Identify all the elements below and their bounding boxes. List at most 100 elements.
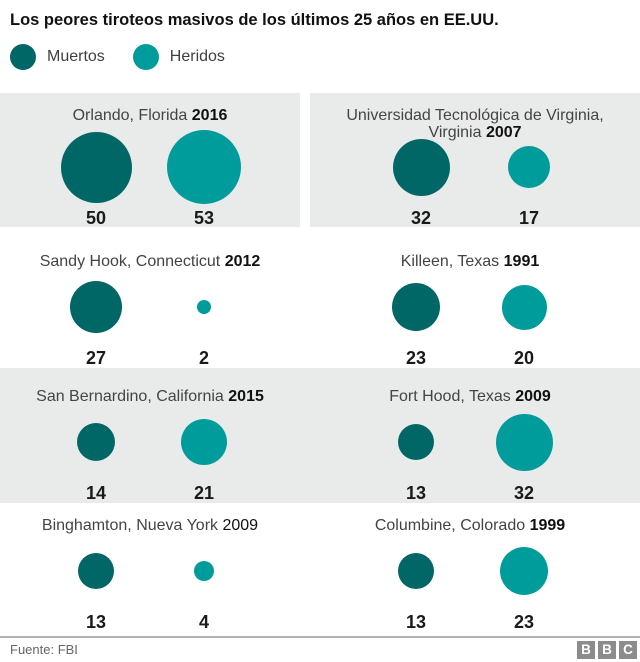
chart-row-4: Binghamton, Nueva York 2009 13 4 Columbi…: [0, 503, 640, 636]
muertos-value: 14: [85, 483, 107, 503]
event-location: Orlando, Florida: [72, 107, 188, 124]
event-title: San Bernardino, California 2015: [0, 368, 300, 405]
muertos-circle: [77, 423, 115, 461]
heridos-group: 4: [150, 535, 258, 633]
heridos-circle: [495, 413, 553, 471]
event-panel-columbine: Columbine, Colorado 1999 13 23: [300, 503, 640, 636]
event-year: 2012: [224, 253, 261, 270]
event-year: 2009: [515, 388, 551, 405]
event-title: Killeen, Texas 1991: [300, 227, 640, 270]
heridos-value: 2: [198, 348, 209, 368]
source-label: Fuente: FBI: [10, 642, 78, 657]
event-year: 1999: [529, 517, 566, 534]
heridos-circle: [501, 284, 547, 330]
event-location: Binghamton, Nueva York: [41, 517, 219, 534]
event-location: San Bernardino, California: [36, 388, 224, 405]
heridos-group: 2: [150, 271, 258, 369]
legend: Muertos Heridos: [10, 44, 640, 70]
heridos-value: 4: [198, 612, 209, 632]
event-location: Fort Hood, Texas: [389, 388, 511, 405]
heridos-group: 20: [470, 271, 578, 369]
bubble-group: 13 4: [0, 535, 300, 633]
heridos-circle: [500, 547, 548, 595]
event-title: Orlando, Florida 2016: [0, 93, 300, 124]
heridos-group: 23: [470, 535, 578, 633]
muertos-circle: [70, 281, 122, 333]
muertos-circle: [398, 553, 434, 589]
muertos-circle: [392, 138, 450, 196]
event-title: Sandy Hook, Connecticut 2012: [0, 227, 300, 270]
muertos-value: 32: [410, 208, 432, 228]
event-location: Killeen, Texas: [400, 253, 500, 270]
muertos-swatch-icon: [10, 44, 36, 70]
muertos-value: 13: [85, 612, 107, 632]
muertos-group: 13: [42, 535, 150, 633]
muertos-circle: [398, 424, 434, 460]
bubble-group: 27 2: [0, 271, 300, 369]
muertos-value: 13: [405, 483, 427, 503]
heridos-group: 53: [150, 130, 258, 229]
muertos-circle: [60, 131, 132, 203]
muertos-circle: [78, 553, 114, 589]
heridos-value: 32: [513, 483, 535, 503]
event-title: Universidad Tecnológica de Virginia, Vir…: [310, 93, 640, 141]
event-location: Sandy Hook, Connecticut: [39, 253, 221, 270]
event-panel-san-bernardino: San Bernardino, California 2015 14 21: [0, 368, 300, 503]
legend-item-heridos: Heridos: [132, 44, 225, 70]
event-panel-sandy-hook: Sandy Hook, Connecticut 2012 27 2: [0, 227, 300, 368]
heridos-circle: [167, 130, 241, 204]
muertos-group: 13: [362, 406, 470, 504]
event-year: 2007: [485, 124, 522, 141]
bbc-logo-letter: B: [577, 640, 595, 659]
event-year: 1991: [503, 253, 540, 270]
muertos-value: 50: [85, 208, 107, 228]
heridos-group: 21: [150, 406, 258, 504]
heridos-circle: [194, 561, 214, 581]
bubble-group: 13 23: [300, 535, 640, 633]
muertos-group: 14: [42, 406, 150, 504]
event-year: 2016: [191, 107, 228, 124]
muertos-value: 13: [405, 612, 427, 632]
heridos-value: 23: [513, 612, 535, 632]
legend-label-muertos: Muertos: [47, 48, 105, 65]
muertos-group: 27: [42, 271, 150, 369]
chart-row-2: Sandy Hook, Connecticut 2012 27 2 Killee…: [0, 227, 640, 368]
muertos-group: 23: [362, 271, 470, 369]
page-title: Los peores tiroteos masivos de los últim…: [10, 11, 499, 29]
event-title: Columbine, Colorado 1999: [300, 503, 640, 534]
heridos-group: 32: [470, 406, 578, 504]
event-panel-killeen: Killeen, Texas 1991 23 20: [300, 227, 640, 368]
heridos-value: 17: [518, 208, 540, 228]
muertos-value: 23: [405, 348, 427, 368]
event-panel-orlando: Orlando, Florida 2016 50 53: [0, 93, 300, 229]
event-title: Fort Hood, Texas 2009: [300, 368, 640, 405]
muertos-circle: [392, 283, 440, 331]
event-location: Columbine, Colorado: [374, 517, 526, 534]
muertos-group: 50: [42, 131, 150, 229]
event-year: 2009: [222, 517, 259, 534]
bubble-group: 32 17: [310, 131, 640, 229]
event-location: Universidad Tecnológica de Virginia, Vir…: [346, 107, 604, 141]
event-panel-fort-hood: Fort Hood, Texas 2009 13 32: [300, 368, 640, 503]
bubble-group: 23 20: [300, 271, 640, 369]
bubble-group: 50 53: [0, 130, 300, 229]
heridos-value: 53: [193, 208, 215, 228]
muertos-value: 27: [85, 348, 107, 368]
bbc-logo: B B C: [577, 640, 637, 659]
heridos-circle: [197, 300, 211, 314]
legend-label-heridos: Heridos: [169, 48, 225, 65]
heridos-value: 21: [193, 483, 215, 503]
heridos-swatch-icon: [132, 44, 159, 70]
bubble-group: 14 21: [0, 406, 300, 504]
heridos-group: 17: [475, 131, 583, 229]
header: Los peores tiroteos masivos de los últim…: [0, 0, 640, 30]
event-year: 2015: [228, 388, 264, 405]
bbc-logo-letter: B: [598, 640, 616, 659]
heridos-circle: [181, 419, 227, 465]
heridos-circle: [508, 146, 550, 188]
muertos-group: 13: [362, 535, 470, 633]
bbc-logo-letter: C: [619, 640, 637, 659]
footer: Fuente: FBI B B C: [0, 636, 640, 661]
heridos-value: 20: [513, 348, 535, 368]
chart-row-1: Orlando, Florida 2016 50 53 Universidad …: [0, 93, 640, 229]
